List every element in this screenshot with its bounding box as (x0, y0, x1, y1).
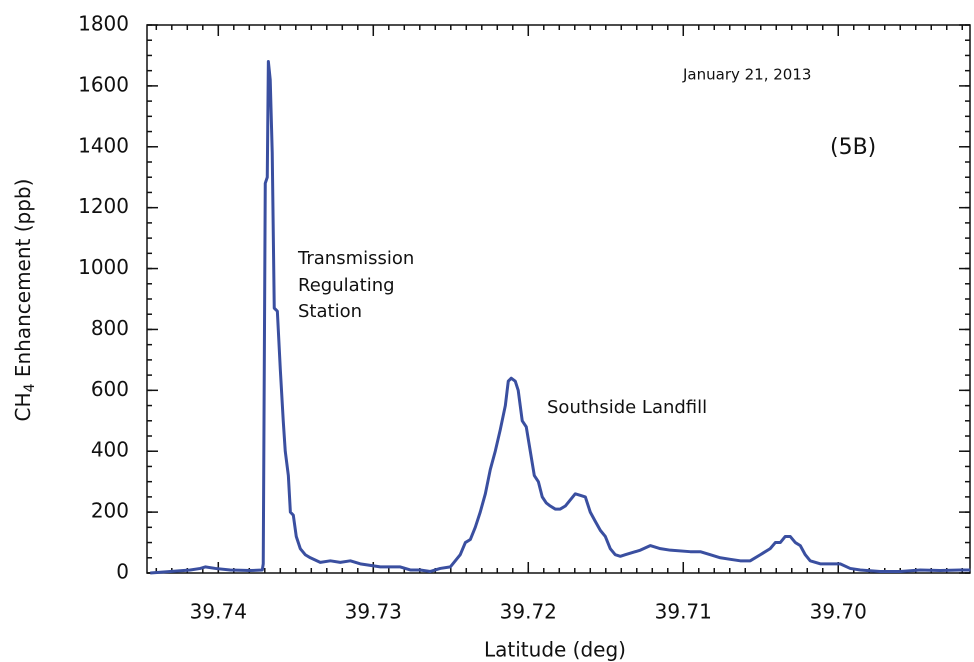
y-tick-label: 1800 (78, 12, 129, 36)
data-line (150, 60, 971, 575)
x-tick-label: 39.74 (190, 600, 247, 624)
y-label-sub: 4 (22, 383, 38, 392)
date-annotation: January 21, 2013 (682, 66, 811, 84)
panel-label: (5B) (830, 135, 876, 160)
annotation: Station (298, 301, 362, 322)
y-tick-label: 1000 (78, 255, 129, 279)
y-tick-label: 400 (91, 438, 129, 462)
x-tick-label: 39.73 (345, 600, 402, 624)
y-tick-label: 200 (91, 499, 129, 523)
y-tick-label: 0 (116, 560, 129, 584)
x-axis-label: Latitude (deg) (484, 638, 626, 662)
annotation: Transmission (297, 248, 414, 269)
x-tick-label: 39.71 (655, 600, 712, 624)
y-tick-label: 800 (91, 316, 129, 340)
y-label-text: CH (11, 392, 35, 421)
x-tick-label: 39.70 (810, 600, 867, 624)
annotation: Regulating (298, 275, 395, 296)
y-tick-label: 1200 (78, 194, 129, 218)
y-tick-label: 1400 (78, 133, 129, 157)
y-tick-label: 600 (91, 377, 129, 401)
y-axis-label: CH4 Enhancement (ppb) (11, 179, 39, 422)
y-label-rest: Enhancement (ppb) (11, 179, 35, 384)
y-tick-label: 1600 (78, 72, 129, 96)
annotation: Southside Landfill (547, 397, 707, 418)
x-tick-label: 39.72 (500, 600, 557, 624)
